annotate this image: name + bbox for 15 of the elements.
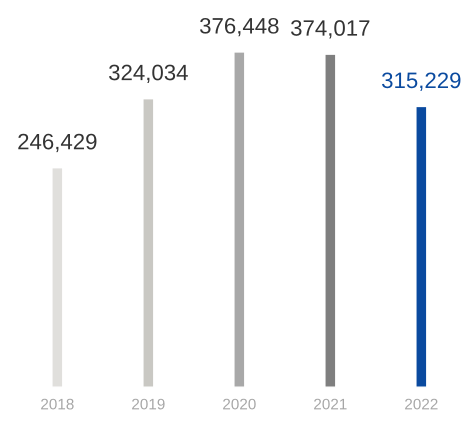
bar	[51, 167, 64, 388]
x-tick-label: 2022	[405, 398, 438, 410]
bar	[142, 98, 154, 388]
data-label: 374,017	[291, 20, 370, 38]
bar	[233, 51, 246, 388]
x-tick-label: 2019	[132, 398, 165, 410]
x-tick-label: 2021	[314, 398, 347, 410]
bar	[415, 106, 428, 388]
bar	[324, 53, 336, 388]
x-tick-label: 2020	[223, 398, 256, 410]
data-label: 315,229	[382, 72, 460, 91]
data-label: 246,429	[18, 134, 96, 152]
data-label: 376,448	[200, 18, 279, 36]
x-tick-label: 2018	[41, 398, 74, 410]
data-label: 324,034	[109, 64, 188, 83]
